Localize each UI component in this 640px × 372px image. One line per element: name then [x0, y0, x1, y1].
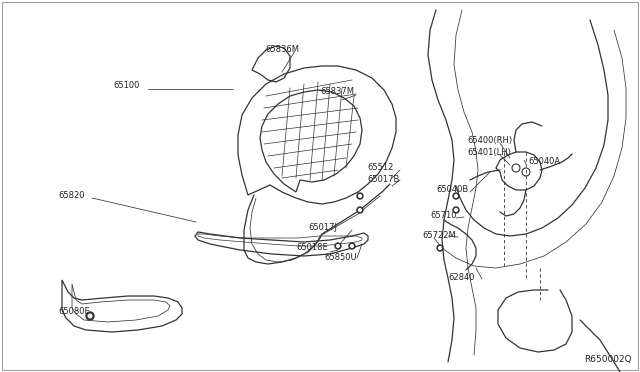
Text: 62840: 62840	[448, 273, 474, 282]
Text: 65836M: 65836M	[265, 45, 299, 54]
Circle shape	[437, 245, 443, 251]
Circle shape	[88, 314, 92, 318]
Circle shape	[357, 207, 363, 213]
Circle shape	[438, 247, 442, 249]
Circle shape	[349, 243, 355, 249]
Text: 65512: 65512	[367, 164, 394, 173]
Circle shape	[453, 207, 459, 213]
Circle shape	[453, 193, 459, 199]
Text: 65040B: 65040B	[436, 186, 468, 195]
Text: 65820: 65820	[58, 192, 84, 201]
Text: 65017J: 65017J	[308, 224, 337, 232]
Text: 65710: 65710	[430, 211, 456, 219]
Circle shape	[454, 209, 458, 211]
Text: 65018E: 65018E	[296, 244, 328, 253]
Circle shape	[358, 209, 362, 211]
Text: 65722M: 65722M	[422, 231, 456, 240]
Text: 65100: 65100	[113, 81, 140, 90]
Text: 65850U: 65850U	[324, 253, 356, 263]
Text: 65040A: 65040A	[528, 157, 560, 167]
Text: R650002Q: R650002Q	[584, 355, 632, 364]
Circle shape	[357, 193, 363, 199]
Circle shape	[454, 195, 458, 198]
Text: 65400(RH): 65400(RH)	[467, 135, 512, 144]
Circle shape	[337, 245, 339, 247]
Circle shape	[358, 195, 362, 198]
Text: 65401(LH): 65401(LH)	[467, 148, 511, 157]
Circle shape	[351, 245, 353, 247]
Text: 65017B: 65017B	[367, 176, 399, 185]
Text: 65837M: 65837M	[320, 87, 354, 96]
Circle shape	[335, 243, 341, 249]
Text: 65080E: 65080E	[58, 308, 90, 317]
Circle shape	[86, 312, 94, 320]
